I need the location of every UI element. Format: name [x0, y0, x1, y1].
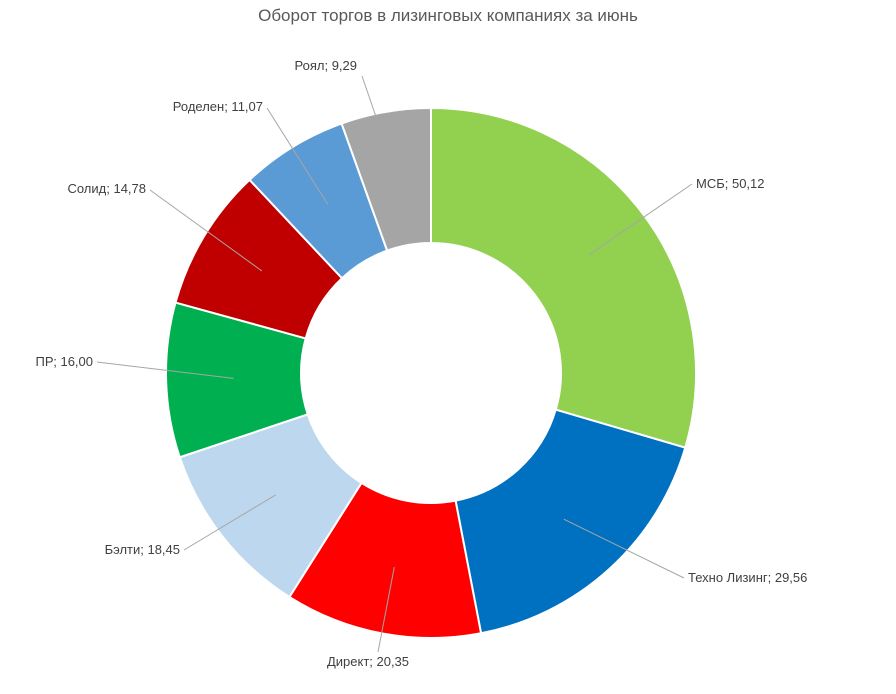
chart-title: Оборот торгов в лизинговых компаниях за … [258, 6, 638, 25]
slices-layer [165, 106, 697, 639]
data-label-2: Техно Лизинг; 29,56 [688, 570, 807, 585]
leader-line-2 [563, 518, 685, 579]
data-label-1: МСБ; 50,12 [696, 176, 765, 191]
leader-line-4 [183, 494, 276, 551]
leader-line-7 [266, 107, 329, 205]
leader-lines-layer [96, 75, 693, 653]
leader-line-5 [96, 361, 234, 379]
donut-slice-8 [340, 106, 432, 252]
data-labels-layer: МСБ; 50,12 Техно Лизинг; 29,56 Директ; 20,… [36, 58, 808, 669]
data-label-6: Солид; 14,78 [67, 181, 146, 196]
data-label-7: Роделен; 11,07 [173, 99, 263, 114]
leader-line-6 [149, 189, 263, 272]
data-label-5: ПР; 16,00 [36, 354, 93, 369]
data-label-8: Роял; 9,29 [295, 58, 357, 73]
leader-line-8 [361, 75, 398, 179]
leader-line-1 [588, 183, 693, 256]
donut-slice-2 [454, 408, 687, 635]
donut-slice-1 [430, 106, 697, 449]
data-label-3: Директ; 20,35 [327, 654, 409, 669]
data-label-4: Бэлти; 18,45 [105, 542, 180, 557]
leader-line-3 [377, 566, 395, 653]
